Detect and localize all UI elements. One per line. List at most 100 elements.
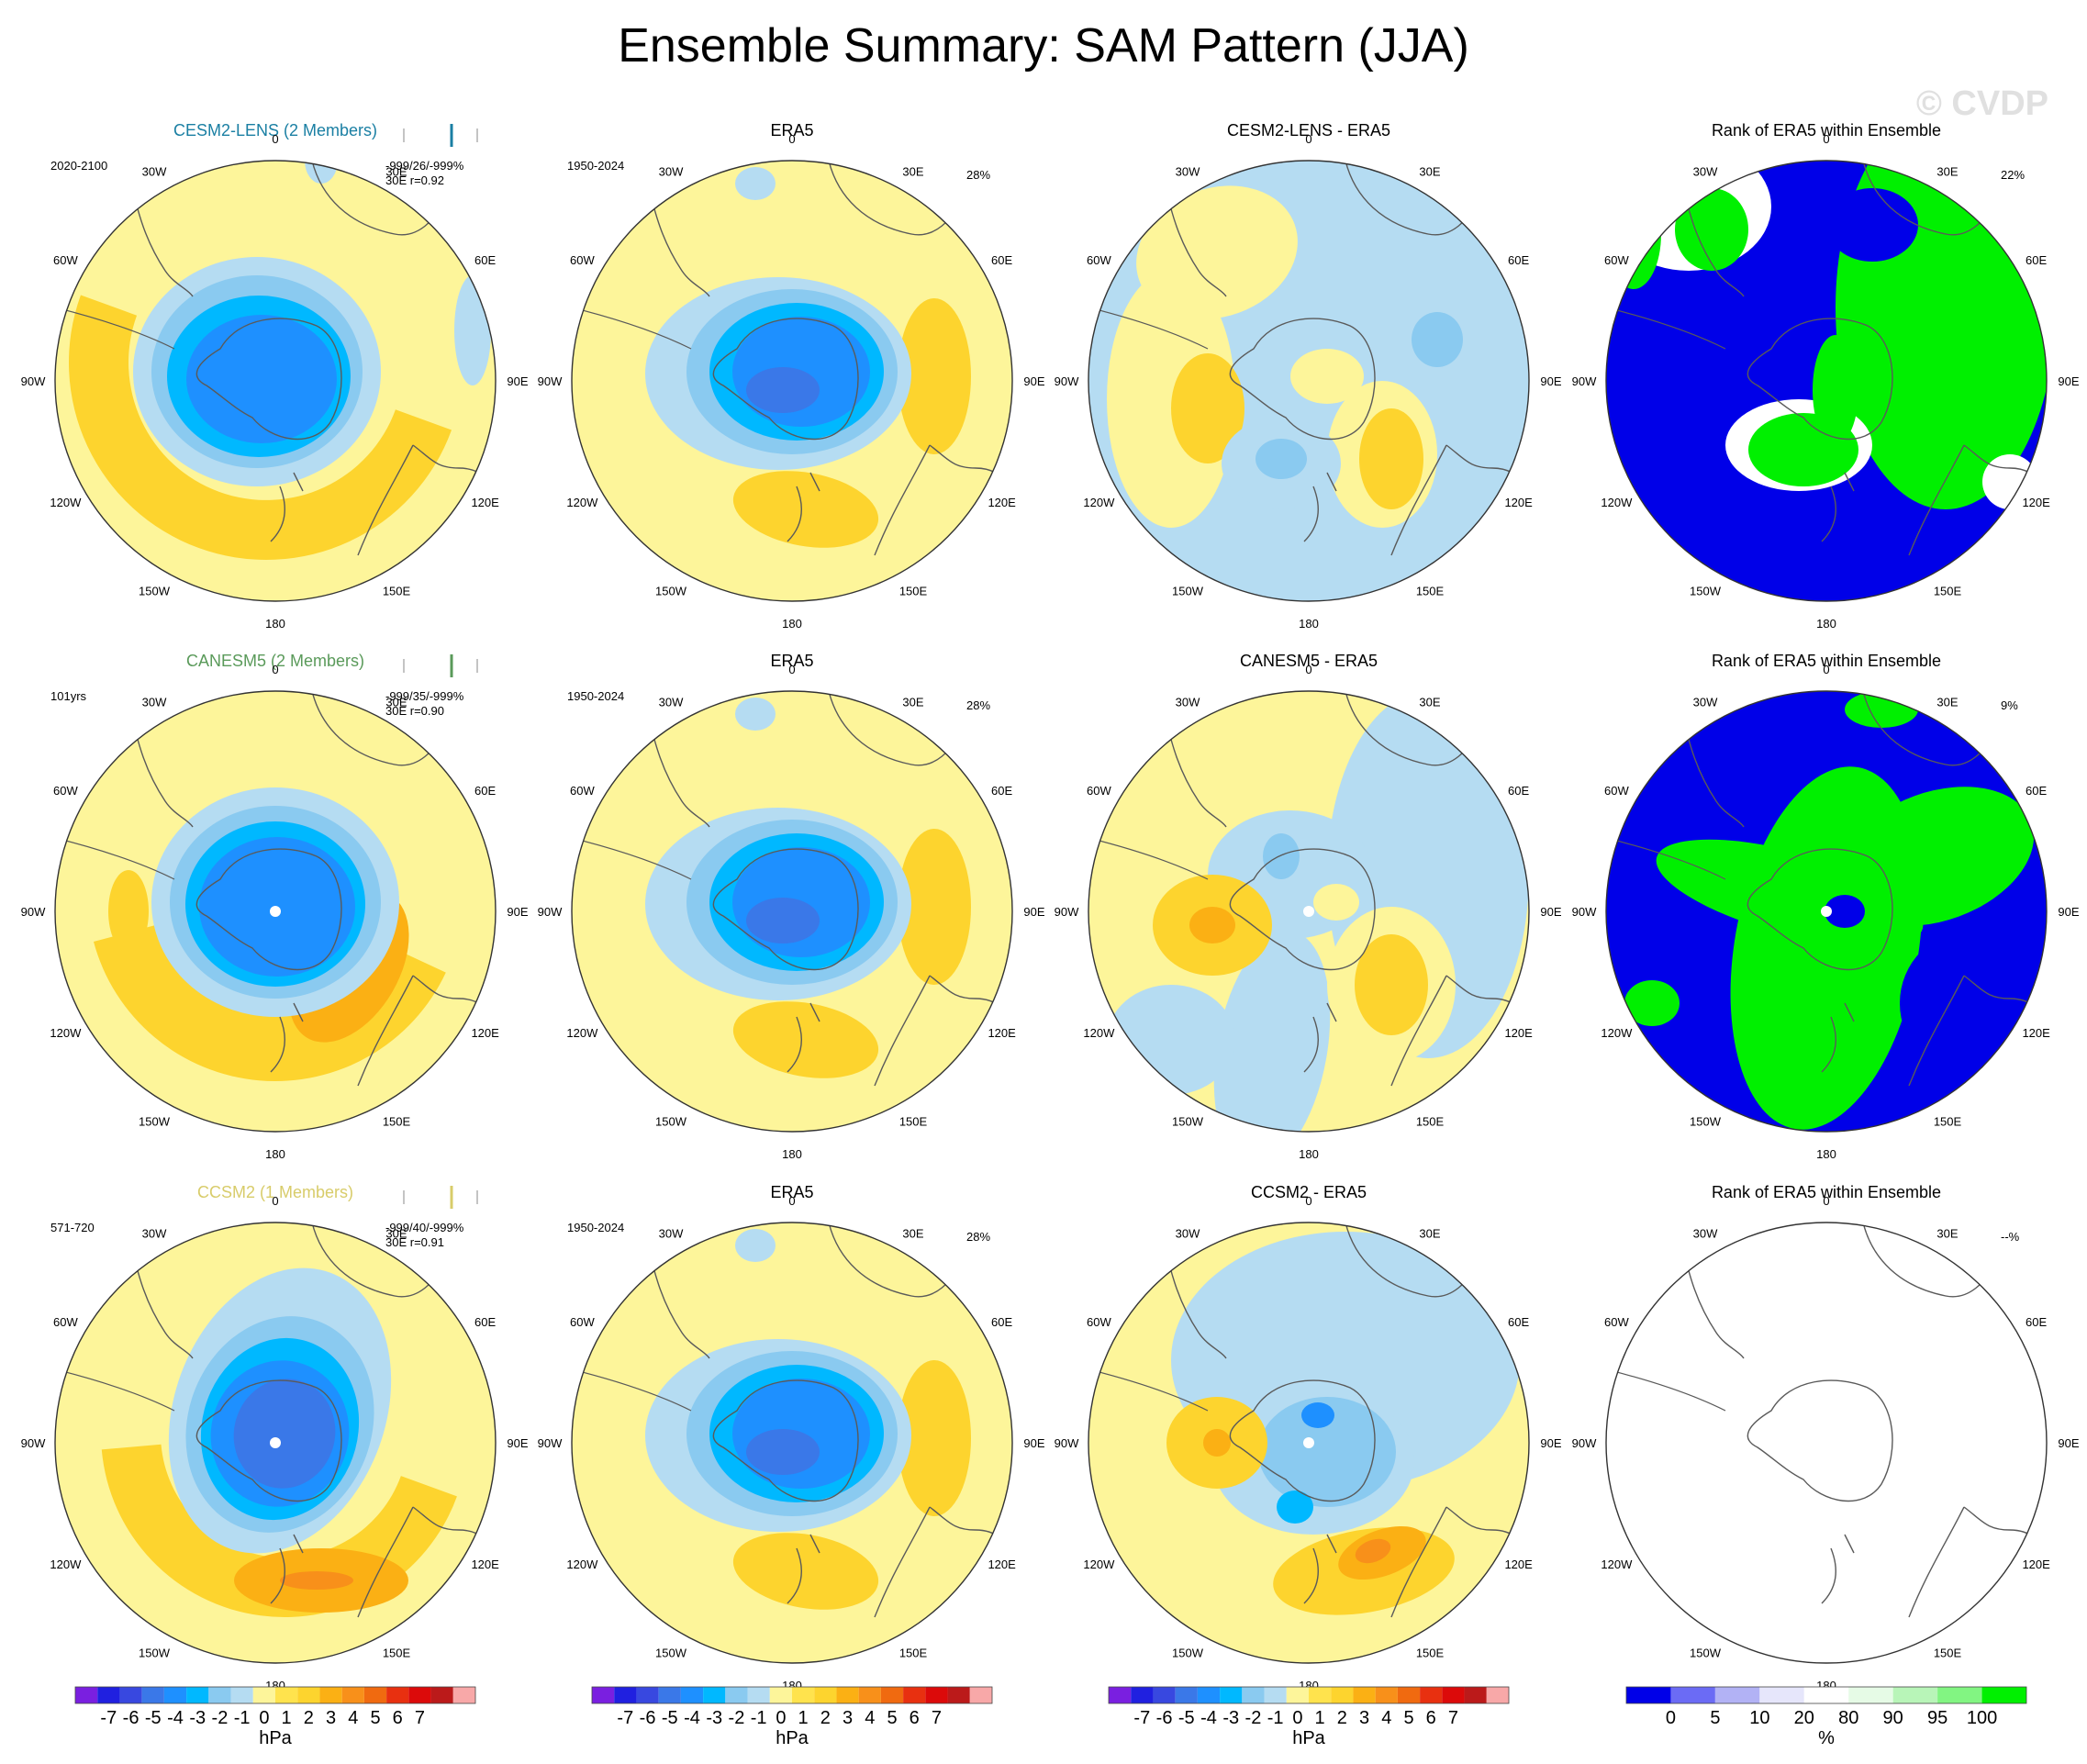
lon-tick-label: 90W [538, 1436, 563, 1450]
colorbar-frame [74, 1686, 476, 1704]
period-label: 1950-2024 [567, 159, 624, 173]
colorbar-tick-label: 2 [304, 1708, 314, 1728]
pole-marker [1303, 1437, 1314, 1448]
lon-tick-label: 90E [1540, 1436, 1561, 1450]
colorbar-tick-label: -1 [234, 1708, 251, 1728]
contour-fill [732, 1533, 879, 1610]
rank-pct-label: --% [2001, 1230, 2020, 1244]
lon-tick-label: 150E [383, 1115, 411, 1129]
colorbar-frame [1108, 1686, 1510, 1704]
difference-panel-title: CANESM5 - ERA5 [1240, 652, 1378, 670]
pole-marker [270, 906, 281, 917]
colorbar-tick-label: 0 [1666, 1708, 1676, 1728]
new-zealand-coastline [1303, 1002, 1337, 1073]
colorbar-tick-label: -3 [706, 1708, 722, 1728]
colorbar-swatch [119, 1687, 142, 1703]
colorbar-swatch [186, 1687, 209, 1703]
colorbar-swatch [1670, 1687, 1715, 1703]
lon-tick-label: 0 [1823, 1194, 1829, 1208]
variance-pct-label: 28% [966, 168, 990, 182]
colorbar-swatch [1197, 1687, 1221, 1703]
map-border [54, 1222, 497, 1664]
lon-tick-label: 150E [1934, 585, 1962, 598]
rank-panel: Rank of ERA5 within Ensemble --% 0 30E 60E 90… [1572, 1183, 2080, 1692]
south-america-west-coastline [572, 1368, 692, 1412]
lon-tick-label: 30W [142, 1226, 167, 1240]
lon-tick-label: 60E [991, 784, 1012, 798]
colorbar-tick-label: 10 [1749, 1708, 1769, 1728]
lon-tick-label: 30W [659, 695, 684, 709]
colorbar-swatch [1714, 1687, 1760, 1703]
lon-tick-label: 60W [53, 784, 78, 798]
lon-tick-label: 150E [899, 1647, 928, 1660]
colorbar-tick-label: -4 [1200, 1708, 1217, 1728]
contour-fill [1825, 895, 1865, 928]
new-zealand-coastline [1821, 1534, 1855, 1604]
colorbar-swatch [297, 1687, 320, 1703]
colorbar-tick-label: 4 [348, 1708, 358, 1728]
contour-fill [1845, 691, 1918, 728]
colorbar-swatch [903, 1687, 926, 1703]
colorbar-swatch [1486, 1687, 1509, 1703]
colorbar-tick-label: -1 [1267, 1708, 1284, 1728]
map-border [1088, 160, 1530, 602]
colorbar-swatch [341, 1687, 364, 1703]
colorbar-swatch [680, 1687, 704, 1703]
colorbar-swatch [75, 1687, 98, 1703]
new-zealand-coastline [1821, 472, 1855, 542]
colorbar-tick-label: -1 [751, 1708, 767, 1728]
lon-tick-label: 30W [1176, 695, 1200, 709]
colorbar-tick-label: -4 [167, 1708, 184, 1728]
lon-tick-label: 60W [1604, 253, 1629, 267]
colorbar-tick-label: 4 [865, 1708, 875, 1728]
lon-tick-label: 30W [1176, 1226, 1200, 1240]
south-america-west-coastline [572, 837, 692, 880]
map-background [1606, 1223, 2047, 1663]
lon-tick-label: 150W [655, 1115, 687, 1129]
lon-tick-label: 150E [383, 1647, 411, 1660]
colorbar-swatch [1109, 1687, 1132, 1703]
lon-tick-label: 150W [1172, 585, 1204, 598]
period-label: 101yrs [50, 689, 87, 703]
colorbar-swatch [1848, 1687, 1893, 1703]
colorbar-swatch [925, 1687, 948, 1703]
new-zealand-coastline [787, 1002, 820, 1073]
variance-pct-label: 28% [966, 698, 990, 712]
colorbar-swatch [1242, 1687, 1265, 1703]
colorbar-tick-label: 7 [415, 1708, 425, 1728]
lon-tick-label: 150E [1416, 1115, 1445, 1129]
lon-tick-label: 30E [385, 1226, 407, 1240]
south-america-west-coastline [1088, 307, 1209, 350]
lon-tick-label: 90W [538, 374, 563, 388]
colorbar-swatch [97, 1687, 120, 1703]
colorbar-tick-label: -3 [189, 1708, 206, 1728]
lon-tick-label: 0 [1823, 132, 1829, 146]
lon-tick-label: 120E [988, 1026, 1016, 1040]
lon-tick-label: 90E [1023, 1436, 1044, 1450]
colorbar-tick-label: 5 [887, 1708, 897, 1728]
contour-fill [1355, 934, 1428, 1035]
lon-tick-label: 90W [1572, 1436, 1597, 1450]
contour-fill [1624, 980, 1680, 1026]
antarctica-coastline [712, 1379, 859, 1502]
lon-tick-label: 180 [265, 1147, 285, 1161]
lon-tick-label: 150E [383, 585, 411, 598]
contour-fill [1256, 439, 1307, 479]
era5-panel-title: ERA5 [770, 121, 813, 140]
lon-tick-label: 150W [655, 1647, 687, 1660]
colorbar-swatch [1286, 1687, 1309, 1703]
cvdp-watermark: © CVDP [1915, 84, 2048, 123]
antarctica-coastline [1747, 318, 1893, 441]
colorbar-frame [1625, 1686, 2027, 1704]
colorbar-swatch [1375, 1687, 1398, 1703]
antarctica-coastline [1229, 1379, 1376, 1502]
new-zealand-coastline [270, 472, 304, 542]
contour-fill [1263, 833, 1300, 879]
colorbar-swatch [1803, 1687, 1849, 1703]
south-america-west-coastline [1088, 837, 1209, 880]
lon-tick-label: 0 [1305, 663, 1311, 676]
colorbar-tick-label: -2 [212, 1708, 229, 1728]
lon-tick-label: 30W [142, 695, 167, 709]
lon-tick-label: 120W [566, 1026, 598, 1040]
new-zealand-coastline [270, 1534, 304, 1604]
